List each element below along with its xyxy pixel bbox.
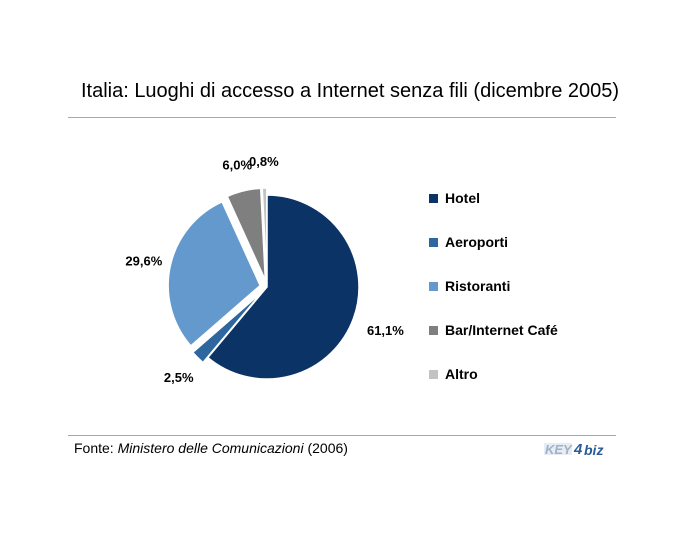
- pie-slice-ristoranti: [167, 200, 262, 347]
- data-label-altro: 0,8%: [249, 154, 279, 169]
- logo-biz: biz: [584, 442, 603, 458]
- legend-item-bar-internet-caf: Bar/Internet Café: [429, 322, 558, 338]
- source-note: Fonte: Ministero delle Comunicazioni (20…: [74, 440, 348, 456]
- source-suffix: (2006): [303, 440, 348, 456]
- legend-item-aeroporti: Aeroporti: [429, 234, 508, 250]
- pie-slice-altro: [261, 187, 268, 281]
- data-label-bar-internet-caf: 6,0%: [222, 158, 252, 173]
- pie-slice-bar-internet-caf: [226, 187, 267, 281]
- legend-swatch: [429, 281, 438, 291]
- legend-swatch: [429, 193, 438, 203]
- legend-label: Aeroporti: [445, 234, 508, 250]
- legend-item-hotel: Hotel: [429, 190, 480, 206]
- pie-slice-aeroporti: [191, 291, 263, 364]
- legend-swatch: [429, 237, 438, 247]
- data-label-ristoranti: 29,6%: [125, 253, 162, 268]
- legend-swatch: [429, 369, 438, 379]
- logo-four: 4: [573, 441, 583, 458]
- legend-swatch: [429, 325, 438, 335]
- key4biz-logo: KEY 4 biz: [544, 441, 603, 458]
- top-divider: [68, 117, 616, 118]
- source-prefix: Fonte:: [74, 440, 118, 456]
- bottom-divider: [68, 435, 616, 436]
- legend-label: Bar/Internet Café: [445, 322, 558, 338]
- legend-label: Altro: [445, 366, 478, 382]
- legend-label: Hotel: [445, 190, 480, 206]
- legend-item-altro: Altro: [429, 366, 478, 382]
- logo-key: KEY: [545, 442, 573, 457]
- data-label-aeroporti: 2,5%: [164, 370, 194, 385]
- logo-backdrop: [544, 443, 572, 455]
- chart-title: Italia: Luoghi di accesso a Internet sen…: [80, 80, 620, 102]
- legend-item-ristoranti: Ristoranti: [429, 278, 510, 294]
- legend-label: Ristoranti: [445, 278, 511, 294]
- pie-slice-hotel: [206, 194, 360, 380]
- source-name: Ministero delle Comunicazioni: [117, 440, 304, 456]
- data-label-hotel: 61,1%: [367, 323, 404, 338]
